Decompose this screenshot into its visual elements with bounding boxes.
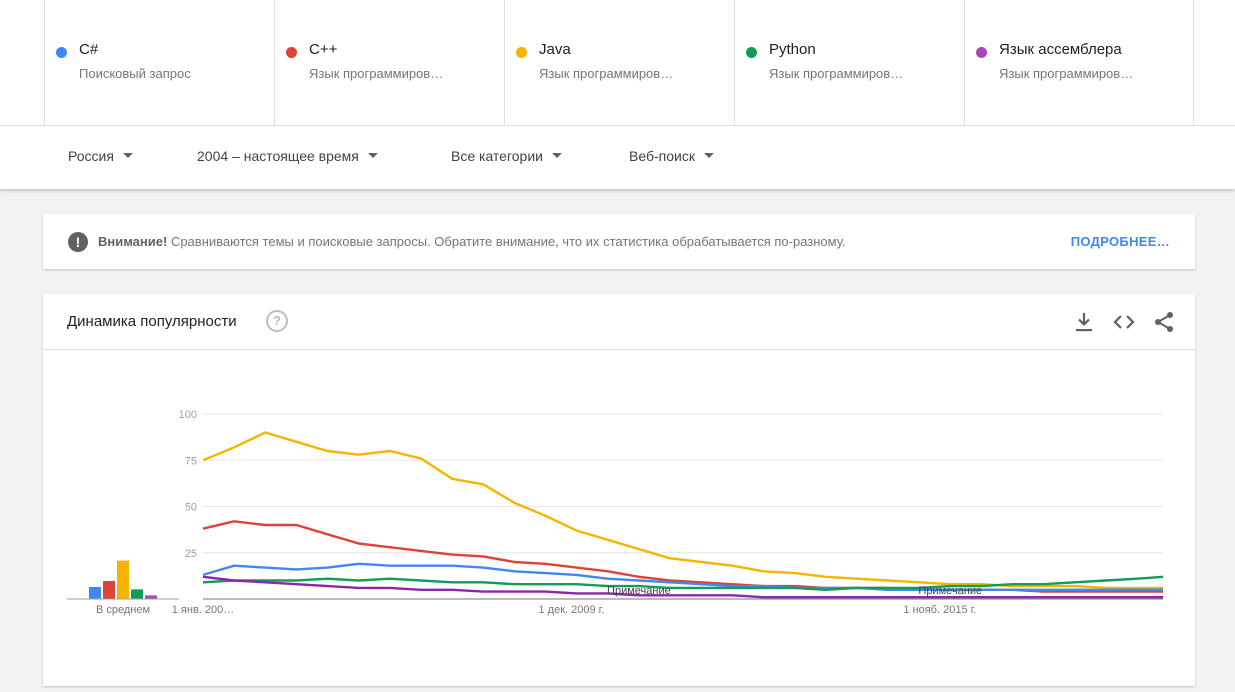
- series-line: [202, 575, 1163, 599]
- chevron-down-icon: [122, 152, 133, 158]
- average-bar-chart: В среднем: [67, 560, 179, 616]
- notice-card: ! Внимание! Сравниваются темы и поисковы…: [43, 214, 1195, 269]
- learn-more-link[interactable]: ПОДРОБНЕЕ…: [1070, 234, 1170, 249]
- x-tick-label: 1 дек. 2009 г.: [538, 604, 604, 616]
- filters-bar: Россия 2004 – настоящее время Все катего…: [0, 125, 1235, 189]
- period-dropdown[interactable]: 2004 – настоящее время: [197, 148, 378, 164]
- term-type: Поисковый запрос: [79, 66, 191, 81]
- chevron-down-icon: [551, 152, 562, 158]
- y-tick-label: 25: [185, 548, 197, 560]
- region-dropdown[interactable]: Россия: [68, 148, 133, 164]
- y-tick-label: 75: [185, 455, 197, 467]
- average-bar: [131, 589, 143, 599]
- chart-annotation[interactable]: Примечание: [607, 585, 671, 597]
- share-icon[interactable]: [1152, 310, 1176, 334]
- chevron-down-icon: [703, 152, 714, 158]
- card-header: Динамика популярности ?: [43, 294, 1195, 350]
- term-type: Язык программиров…: [999, 66, 1134, 81]
- card-title: Динамика популярности: [67, 313, 237, 330]
- term-name: Язык ассемблера: [999, 41, 1122, 58]
- term-color-dot: [976, 47, 987, 58]
- term-name: Java: [539, 41, 571, 58]
- term-color-dot: [746, 47, 757, 58]
- term-card-cpp[interactable]: C++ Язык программиров…: [274, 0, 504, 125]
- region-dropdown-label: Россия: [68, 148, 114, 164]
- interest-over-time-card: Динамика популярности ? В среднем 100 75 5…: [43, 294, 1195, 686]
- y-tick-label: 50: [185, 502, 197, 514]
- term-color-dot: [286, 47, 297, 58]
- term-name: C#: [79, 41, 99, 58]
- notice-message: Сравниваются темы и поисковые запросы. О…: [170, 234, 846, 249]
- compare-terms-bar: C# Поисковый запрос C++ Язык программиро…: [0, 0, 1235, 125]
- term-type: Язык программиров…: [769, 66, 904, 81]
- notice-label: Внимание!: [98, 234, 168, 249]
- term-name: C++: [309, 41, 338, 58]
- period-dropdown-label: 2004 – настоящее время: [197, 148, 359, 164]
- category-dropdown-label: Все категории: [451, 148, 543, 164]
- series-line: [202, 431, 1163, 590]
- chevron-down-icon: [367, 152, 378, 158]
- interest-line-chart: 100 75 50 25 1 янв. 200… 1 дек. 2009 г. 1 нояб…: [172, 409, 1164, 616]
- x-tick-label: 1 нояб. 2015 г.: [903, 604, 976, 616]
- chart-annotation[interactable]: Примечание: [918, 585, 982, 597]
- embed-icon[interactable]: [1112, 310, 1136, 334]
- average-bar: [103, 581, 115, 599]
- series-line: [202, 520, 1163, 593]
- term-card-java[interactable]: Java Язык программиров…: [504, 0, 734, 125]
- series-line: [202, 575, 1164, 592]
- average-bar: [145, 595, 157, 599]
- y-tick-label: 100: [179, 409, 197, 421]
- average-bar: [89, 587, 101, 599]
- term-card-python[interactable]: Python Язык программиров…: [734, 0, 964, 125]
- help-icon[interactable]: ?: [266, 310, 288, 332]
- info-icon: !: [68, 232, 88, 252]
- chart-area: В среднем 100 75 50 25 1 янв. 200… 1 дек. 200…: [67, 409, 1164, 616]
- term-type: Язык программиров…: [539, 66, 674, 81]
- term-type: Язык программиров…: [309, 66, 444, 81]
- average-bar: [117, 560, 129, 599]
- term-name: Python: [769, 41, 816, 58]
- average-label: В среднем: [96, 604, 150, 616]
- term-card-csharp[interactable]: C# Поисковый запрос: [44, 0, 274, 125]
- category-dropdown[interactable]: Все категории: [451, 148, 562, 164]
- search-type-dropdown[interactable]: Веб-поиск: [629, 148, 714, 164]
- series-line: [202, 562, 1163, 592]
- x-tick-label: 1 янв. 200…: [172, 604, 235, 616]
- download-icon[interactable]: [1072, 310, 1096, 334]
- term-color-dot: [516, 47, 527, 58]
- search-type-dropdown-label: Веб-поиск: [629, 148, 695, 164]
- term-color-dot: [56, 47, 67, 58]
- term-card-assembly[interactable]: Язык ассемблера Язык программиров…: [964, 0, 1194, 125]
- notice-text: Внимание! Сравниваются темы и поисковые …: [98, 234, 846, 249]
